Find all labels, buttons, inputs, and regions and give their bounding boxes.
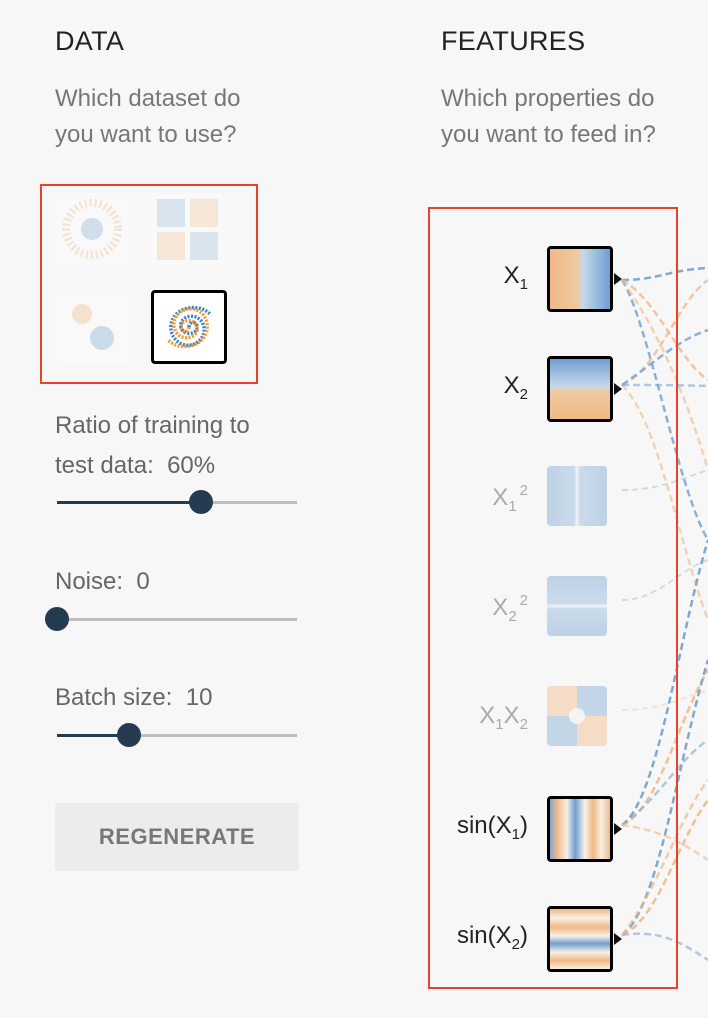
data-question-line1: Which dataset do (55, 85, 241, 112)
features-highlight (428, 207, 678, 989)
batch-slider-fill (57, 734, 129, 737)
noise-label: Noise: 0 (55, 568, 150, 596)
feature-x2-toggle[interactable] (547, 356, 613, 422)
ratio-slider-knob[interactable] (189, 490, 213, 514)
features-heading: FEATURES (441, 26, 586, 56)
regenerate-button[interactable]: REGENERATE (55, 803, 299, 871)
x2-squared-heatmap-icon (547, 576, 607, 636)
feature-label-x2-squared: X22 (492, 592, 528, 625)
feature-sin-x1-toggle[interactable] (547, 796, 613, 862)
feature-connections (620, 266, 708, 962)
batch-slider-track (57, 734, 297, 737)
features-question-line2: you want to feed in? (441, 121, 656, 148)
batch-value: 10 (185, 684, 213, 711)
data-question: Which dataset do you want to use? (55, 81, 240, 153)
spiral-dataset-icon (166, 305, 212, 349)
feature-label-sin-x2: sin(X2) (456, 922, 528, 953)
x1x2-heatmap-icon (547, 686, 607, 746)
feature-label-x2: X2 (503, 372, 528, 403)
feature-x1x2-toggle[interactable] (547, 686, 607, 746)
batch-label: Batch size: 10 (55, 684, 212, 712)
data-heading: DATA (55, 26, 125, 56)
batch-label-text: Batch size: (55, 684, 173, 711)
batch-slider-knob[interactable] (117, 723, 141, 747)
noise-slider-track (57, 618, 297, 621)
ratio-value: 60% (167, 452, 216, 479)
ratio-label: test data: 60% (55, 452, 215, 480)
feature-x2-squared-toggle[interactable] (547, 576, 607, 636)
noise-slider-knob[interactable] (45, 607, 69, 631)
feature-label-x1-squared: X12 (492, 482, 528, 515)
sin-x1-heatmap-icon (550, 799, 610, 859)
dataset-gaussian-thumbnail[interactable] (56, 290, 129, 363)
x2-output-arrow-icon (614, 383, 622, 395)
x1-squared-heatmap-icon (547, 466, 607, 526)
ratio-label-line1: Ratio of training to (55, 412, 250, 439)
features-question: Which properties do you want to feed in? (441, 81, 656, 153)
noise-slider[interactable] (45, 607, 297, 631)
feature-label-x1: X1 (503, 262, 528, 293)
dataset-selector-highlight (40, 184, 258, 384)
noise-value: 0 (136, 568, 150, 595)
x1-heatmap-icon (550, 249, 610, 309)
gaussian-dataset-icon (72, 304, 114, 350)
x2-heatmap-icon (550, 359, 610, 419)
batch-slider[interactable] (57, 723, 297, 747)
dataset-circle-thumbnail[interactable] (56, 193, 129, 266)
feature-sin-x2-toggle[interactable] (547, 906, 613, 972)
sin-x1-output-arrow-icon (614, 823, 622, 835)
dataset-xor-thumbnail[interactable] (151, 193, 224, 266)
feature-label-x1x2: X1X2 (479, 702, 528, 733)
circle-dataset-icon (62, 199, 122, 259)
feature-x1-squared-toggle[interactable] (547, 466, 607, 526)
dataset-spiral-thumbnail[interactable] (151, 290, 227, 364)
sin-x2-output-arrow-icon (614, 933, 622, 945)
noise-label-text: Noise: (55, 568, 124, 595)
feature-label-sin-x1: sin(X1) (456, 812, 528, 843)
data-question-line2: you want to use? (55, 121, 237, 148)
xor-dataset-icon (157, 199, 218, 260)
x1-output-arrow-icon (614, 273, 622, 285)
sin-x2-heatmap-icon (550, 909, 610, 969)
ratio-slider[interactable] (57, 490, 297, 514)
feature-x1-toggle[interactable] (547, 246, 613, 312)
ratio-slider-fill (57, 501, 201, 504)
ratio-label-line2: test data: (55, 452, 154, 479)
features-question-line1: Which properties do (441, 85, 655, 112)
